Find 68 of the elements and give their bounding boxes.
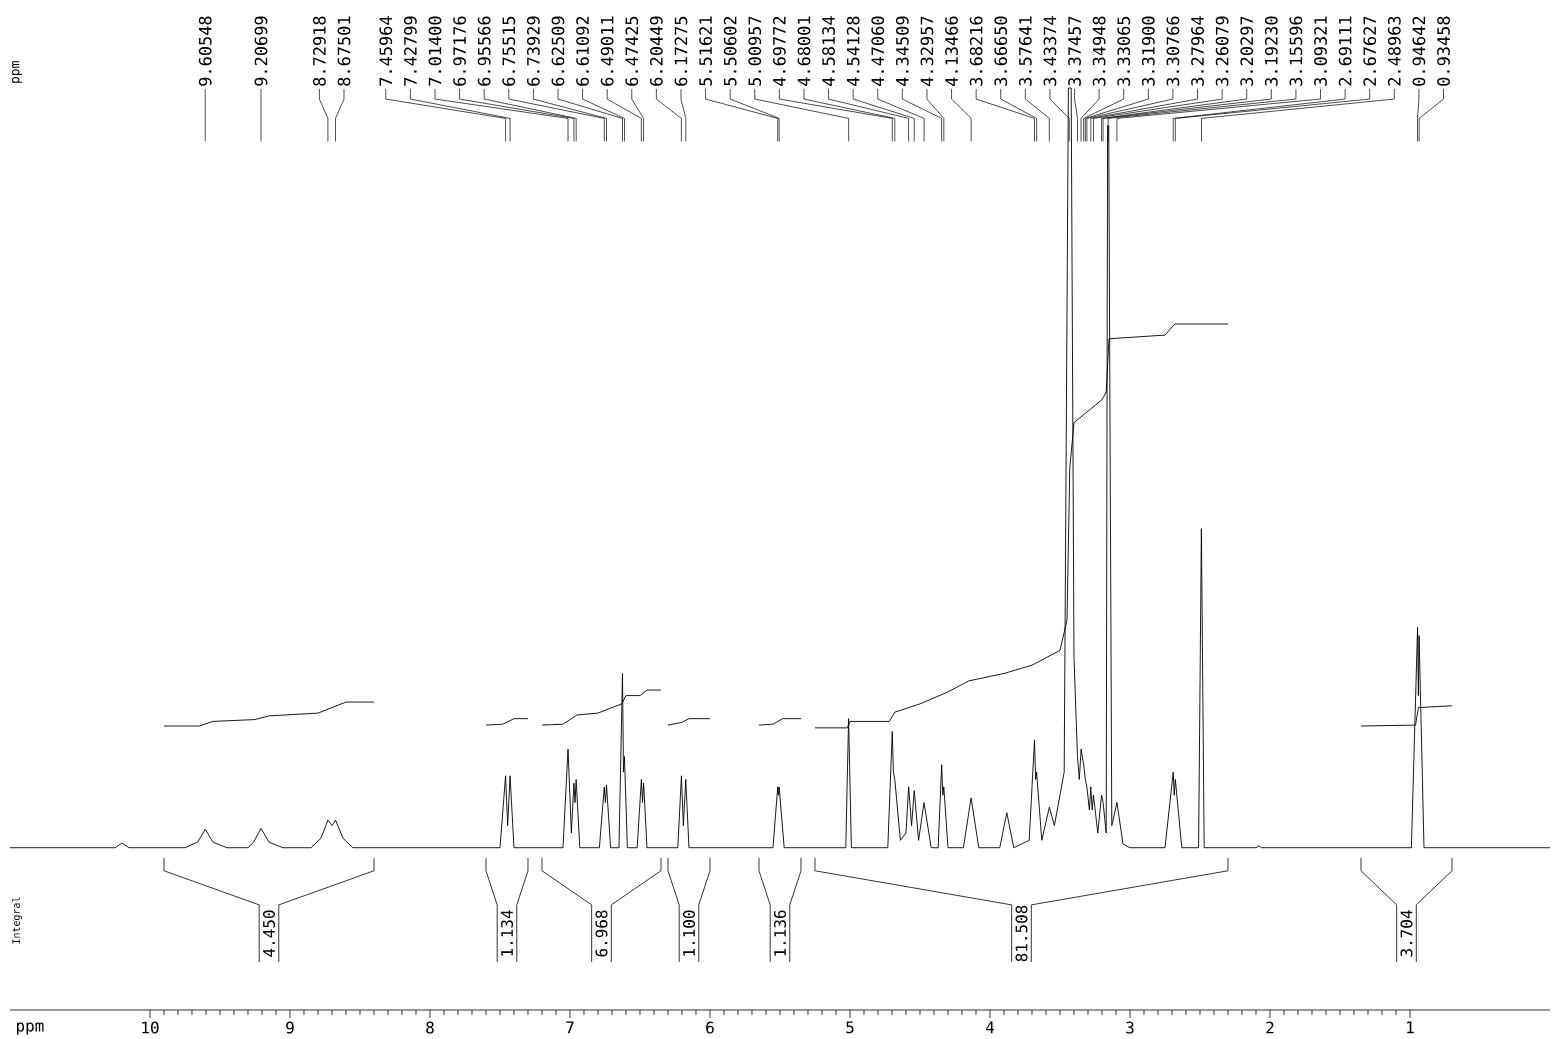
annotation: 3.20297	[1240, 16, 1254, 86]
annotation: 3.31900	[1141, 16, 1155, 86]
annotation: 9.60548	[198, 16, 212, 86]
x-tick-label: 4	[985, 1021, 995, 1034]
annotation: 4.68001	[797, 16, 811, 86]
annotation: 2.67627	[1363, 16, 1377, 86]
x-tick-label: 10	[142, 1021, 159, 1034]
annotation: 4.47060	[871, 16, 885, 86]
text: ppm	[12, 61, 22, 83]
x-tick-label: 8	[426, 1021, 434, 1034]
annotation: 1.100	[682, 910, 696, 956]
annotation: 6.968	[595, 910, 608, 957]
annotation: 3.26079	[1215, 16, 1229, 86]
annotation: 0.94642	[1412, 16, 1426, 86]
annotation: 8.67501	[337, 16, 351, 86]
annotation: 1.136	[773, 910, 787, 956]
annotation: 4.32957	[920, 16, 934, 86]
annotation: 4.58134	[822, 16, 835, 86]
x-tick-label: 2	[1266, 1021, 1274, 1034]
annotation: 3.34948	[1092, 16, 1106, 86]
annotation: 6.95566	[477, 16, 491, 86]
x-tick-label: 5	[846, 1021, 854, 1034]
annotation: 3.15596	[1289, 16, 1303, 86]
annotation: 6.97176	[453, 16, 466, 86]
annotation: 6.62509	[551, 16, 565, 86]
x-tick-label: 1	[1407, 1021, 1414, 1034]
annotation: 7.45964	[379, 16, 393, 86]
annotation: 6.75515	[502, 16, 516, 86]
annotation: 3.68216	[969, 16, 983, 86]
annotation: 4.13466	[945, 16, 958, 86]
x-tick-label: 6	[706, 1021, 714, 1034]
annotation: 1.134	[500, 910, 514, 956]
annotation: 5.51621	[699, 16, 712, 86]
annotation: 2.69111	[1338, 16, 1352, 86]
annotation: 3.30766	[1166, 16, 1180, 86]
annotation: 3.09321	[1314, 16, 1327, 86]
annotation: 2.48963	[1387, 16, 1401, 86]
annotation: 3.66650	[994, 16, 1008, 86]
x-tick-label: 3	[1126, 1021, 1134, 1034]
annotation: 5.00957	[748, 16, 762, 86]
annotation: 4.450	[262, 910, 275, 957]
annotation: 3.27964	[1191, 16, 1204, 86]
annotation: 7.42799	[403, 16, 417, 86]
x-tick-label: 7	[566, 1021, 574, 1034]
annotation: 6.61092	[576, 16, 589, 86]
annotation: 3.43374	[1043, 16, 1057, 86]
annotation: 6.73929	[526, 16, 540, 86]
annotation: 3.704	[1400, 910, 1413, 957]
annotation: 3.37457	[1068, 16, 1081, 86]
annotation: 6.20449	[649, 16, 663, 86]
annotation: 4.69772	[772, 16, 786, 86]
annotation: 6.49011	[600, 16, 614, 86]
annotation: 3.19230	[1264, 16, 1278, 86]
annotation: 3.33065	[1117, 16, 1131, 86]
annotation: 7.01400	[428, 16, 442, 86]
annotation: 8.72918	[312, 16, 326, 86]
x-tick-label: 9	[286, 1021, 294, 1034]
annotation: 81.508	[1015, 905, 1028, 962]
annotation: Integral	[12, 897, 22, 944]
annotation: 5.50602	[723, 16, 737, 86]
annotation: 4.54128	[846, 16, 860, 86]
annotation: 6.17275	[674, 16, 688, 86]
annotation: 4.34509	[895, 16, 909, 86]
annotation: 0.93458	[1437, 16, 1450, 86]
x-axis-title: ppm	[16, 1022, 44, 1035]
annotation: 3.57641	[1018, 16, 1032, 86]
annotation: 6.47425	[625, 16, 639, 86]
annotation: 9.20699	[254, 16, 268, 86]
